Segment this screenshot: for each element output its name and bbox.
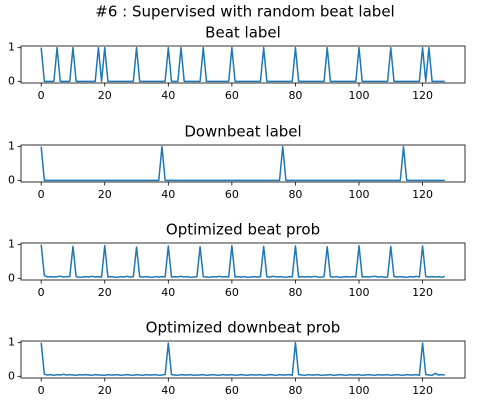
x-tick-label: 60 — [225, 188, 239, 201]
data-line — [40, 341, 445, 377]
y-tick-label: 0 — [8, 369, 15, 382]
y-tick-label: 1 — [8, 41, 15, 54]
data-line — [40, 145, 445, 182]
x-tick-label: 0 — [38, 384, 45, 397]
x-tick-label: 60 — [225, 384, 239, 397]
axes-frame — [20, 144, 466, 183]
x-tick-label: 20 — [98, 286, 112, 299]
subplot-title: Optimized beat prob — [166, 221, 320, 239]
y-tick-label: 1 — [8, 336, 15, 349]
data-line — [40, 46, 445, 83]
x-tick-label: 80 — [288, 286, 302, 299]
y-tick-label: 0 — [8, 74, 15, 87]
subplot-title: Beat label — [205, 24, 281, 42]
x-tick-label: 120 — [412, 89, 433, 102]
x-tick-label: 20 — [98, 188, 112, 201]
y-tick-label: 1 — [8, 140, 15, 153]
x-tick-label: 40 — [161, 286, 175, 299]
x-tick-label: 40 — [161, 188, 175, 201]
x-tick-label: 80 — [288, 188, 302, 201]
x-tick-label: 40 — [161, 89, 175, 102]
x-tick-label: 100 — [349, 89, 370, 102]
subplot-title: Downbeat label — [184, 123, 301, 141]
y-tick-label: 0 — [8, 271, 15, 284]
x-tick-label: 120 — [412, 188, 433, 201]
x-tick-label: 20 — [98, 89, 112, 102]
x-tick-label: 100 — [349, 286, 370, 299]
axes-frame — [20, 45, 466, 84]
subplot-title: Optimized downbeat prob — [146, 319, 341, 337]
x-tick-label: 60 — [225, 89, 239, 102]
x-tick-label: 120 — [412, 384, 433, 397]
figure-title: #6 : Supervised with random beat label — [95, 3, 394, 21]
x-tick-label: 0 — [38, 89, 45, 102]
x-tick-label: 60 — [225, 286, 239, 299]
x-tick-label: 40 — [161, 384, 175, 397]
y-tick-label: 1 — [8, 238, 15, 251]
axes-frame — [20, 242, 466, 281]
x-tick-label: 80 — [288, 89, 302, 102]
x-tick-label: 120 — [412, 286, 433, 299]
axes-frame — [20, 340, 466, 379]
x-tick-label: 80 — [288, 384, 302, 397]
x-tick-label: 100 — [349, 384, 370, 397]
x-tick-label: 20 — [98, 384, 112, 397]
y-tick-label: 0 — [8, 173, 15, 186]
x-tick-label: 0 — [38, 188, 45, 201]
x-tick-label: 100 — [349, 188, 370, 201]
x-tick-label: 0 — [38, 286, 45, 299]
data-line — [40, 244, 446, 279]
